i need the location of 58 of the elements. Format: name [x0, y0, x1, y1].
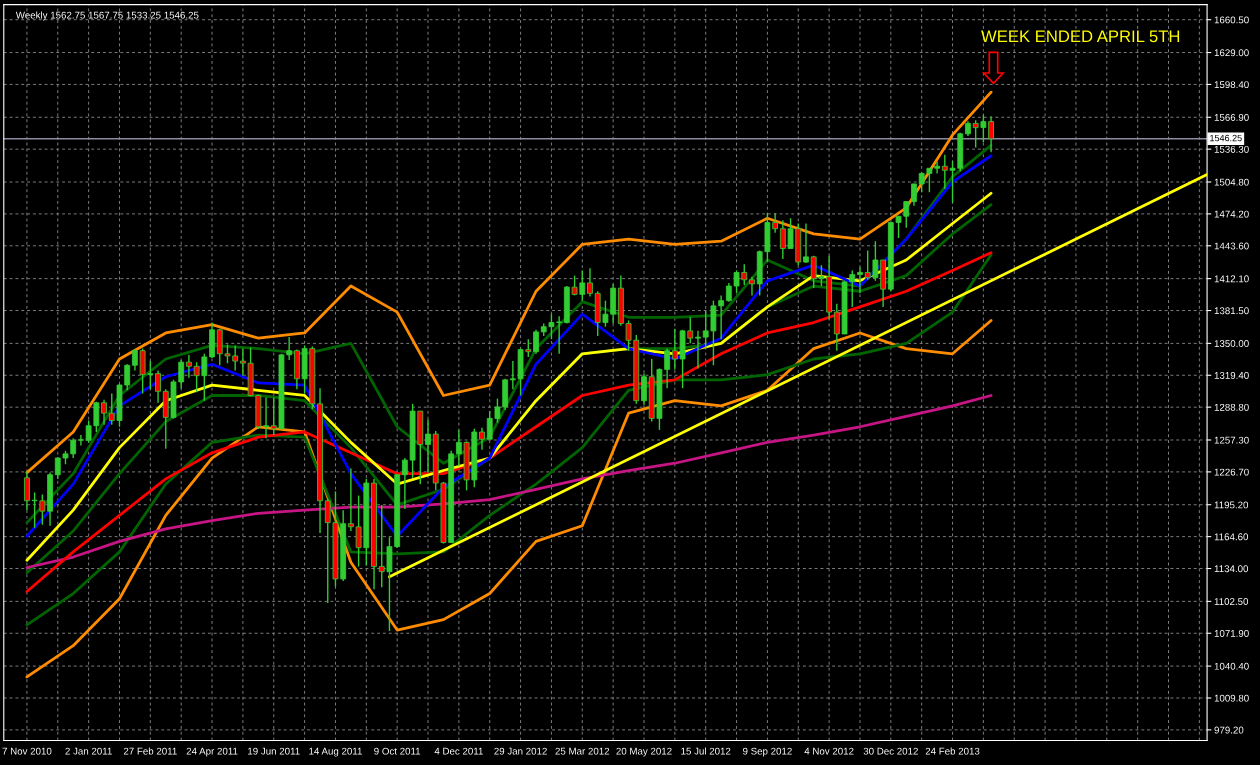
annotation: WEEK ENDED APRIL 5TH: [981, 30, 1180, 43]
x-tick-label: 20 May 2012: [616, 747, 672, 757]
candlestick: [101, 398, 107, 426]
candlestick: [479, 427, 485, 451]
y-tick-label: 1412.10: [1214, 275, 1249, 283]
x-tick-label: 30 Dec 2012: [863, 747, 918, 755]
y-tick-label: 1536.30: [1214, 145, 1249, 153]
x-tick-label: 15 Jul 2012: [681, 747, 731, 755]
candlestick: [803, 222, 809, 264]
candlestick: [695, 330, 701, 370]
y-tick-label: 1629.00: [1214, 49, 1249, 57]
y-tick-label: 1040.40: [1214, 662, 1249, 670]
x-tick-label: 19 Jun 2011: [248, 747, 300, 755]
x-tick-label: 29 Jan 2012: [494, 747, 547, 755]
y-tick-label: 1288.80: [1214, 403, 1249, 411]
y-tick-label: 1566.90: [1214, 114, 1249, 121]
x-tick-label: 9 Sep 2012: [743, 747, 792, 757]
y-tick-label: 979.20: [1214, 726, 1244, 734]
candlestick: [533, 329, 539, 355]
y-tick-label: 1226.70: [1214, 468, 1249, 476]
x-tick-label: 25 Mar 2012: [555, 747, 610, 755]
candlestick: [749, 275, 755, 297]
text: Weekly 1562.75 1567.75 1533.25 1546.25: [15, 11, 199, 21]
x-tick-label: 9 Oct 2011: [374, 747, 421, 755]
x-tick-label: 14 Aug 2011: [309, 747, 362, 757]
ref-line-label: 1546.25: [1210, 134, 1242, 142]
y-tick-label: 1102.50: [1214, 598, 1249, 605]
x-tick-label: 24 Feb 2013: [925, 747, 980, 755]
candlestick: [641, 372, 647, 406]
y-tick-label: 1660.50: [1214, 16, 1249, 24]
y-tick-label: 1598.40: [1214, 81, 1249, 89]
y-tick-label: 1504.80: [1214, 178, 1249, 186]
candlestick: [155, 369, 161, 404]
y-tick-label: 1134.00: [1214, 565, 1249, 573]
x-tick-label: 27 Feb 2011: [123, 747, 177, 755]
y-tick-label: 1350.00: [1214, 340, 1249, 347]
y-tick-label: 1381.50: [1214, 307, 1249, 315]
x-tick-label: 7 Nov 2010: [2, 747, 52, 755]
x-tick-label: 24 Apr 2011: [186, 747, 238, 757]
y-tick-label: 1164.60: [1214, 533, 1249, 541]
candlestick: [587, 267, 593, 298]
y-tick-label: 1257.30: [1214, 436, 1249, 444]
candlestick: [24, 470, 30, 511]
candlestick: [911, 183, 917, 207]
x-tick-label: 4 Nov 2012: [804, 747, 854, 755]
y-tick-label: 1319.40: [1214, 372, 1249, 379]
candlestick: [263, 396, 269, 439]
line-series: [25, 394, 993, 569]
y-tick-label: 1474.20: [1214, 210, 1249, 218]
x-tick-label: 2 Jan 2011: [65, 747, 112, 755]
candlestick: [857, 266, 863, 295]
x-tick-label: 4 Dec 2011: [434, 747, 483, 755]
candlestick: [425, 418, 431, 474]
line-series: [25, 90, 993, 475]
y-tick-label: 1195.20: [1214, 501, 1249, 509]
y-tick-label: 1071.90: [1214, 629, 1249, 637]
y-tick-label: 1009.80: [1214, 694, 1249, 702]
y-tick-label: 1443.60: [1214, 242, 1249, 250]
